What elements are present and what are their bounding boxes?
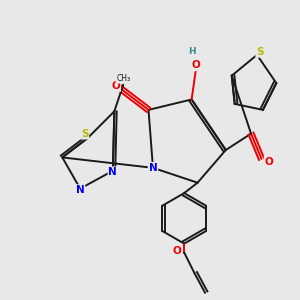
Text: O: O xyxy=(265,157,273,167)
Text: H: H xyxy=(188,47,195,56)
Text: S: S xyxy=(81,129,88,139)
Text: N: N xyxy=(148,163,157,173)
Text: N: N xyxy=(76,185,85,195)
Text: O: O xyxy=(111,81,120,91)
Text: N: N xyxy=(109,167,117,177)
Text: O: O xyxy=(192,60,200,70)
Text: O: O xyxy=(172,246,181,256)
Text: CH₃: CH₃ xyxy=(116,74,130,83)
Text: S: S xyxy=(256,47,264,57)
